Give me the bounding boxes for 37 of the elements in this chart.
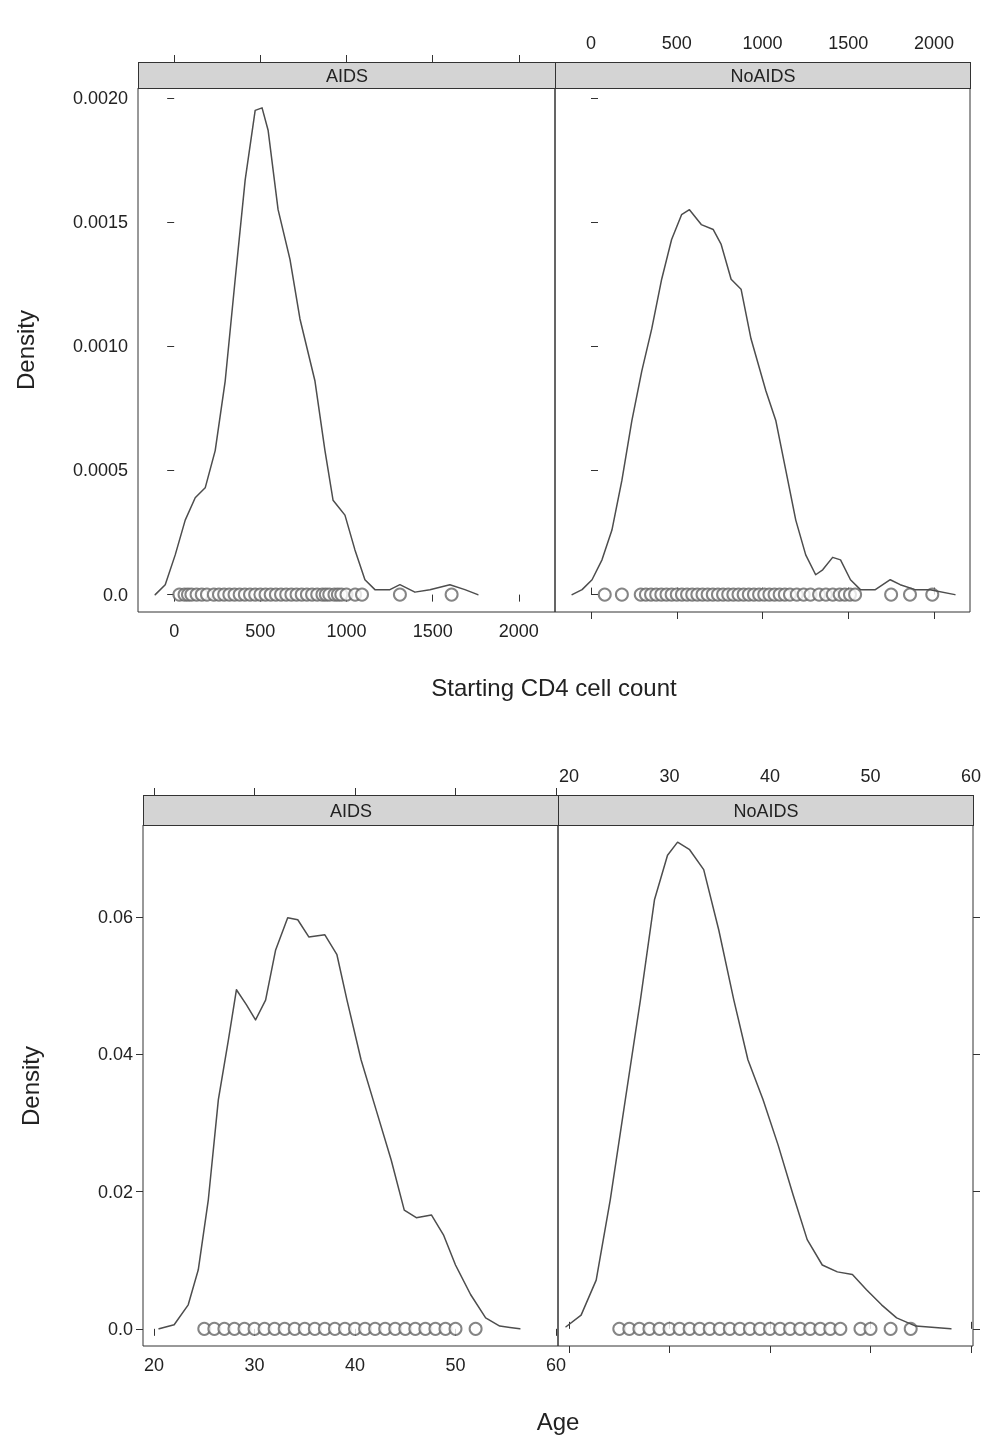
y-tick-label: 0.06 <box>97 906 133 927</box>
x-tick-label: 50 <box>445 1355 466 1375</box>
x-tick-label: 30 <box>659 766 680 786</box>
x-tick-label: 2000 <box>913 33 955 53</box>
x-tick-label: 30 <box>244 1355 265 1375</box>
y-axis-title: Density <box>12 309 40 391</box>
chart-title: NoAIDS <box>558 795 974 826</box>
chart-title: AIDS <box>143 795 559 826</box>
x-tick-label: 20 <box>559 766 580 786</box>
x-axis-title: Starting CD4 cell count <box>431 674 677 702</box>
x-tick-label: 60 <box>960 766 982 786</box>
x-tick-label: 60 <box>545 1355 567 1375</box>
y-tick-label: 0.0005 <box>72 460 128 481</box>
x-tick-label: 2000 <box>498 621 539 641</box>
y-tick-label: 0.04 <box>97 1044 133 1065</box>
y-tick-label: 0.0010 <box>72 336 128 357</box>
x-tick-label: 50 <box>860 766 881 786</box>
x-tick-label: 500 <box>245 621 276 641</box>
x-tick-label: 20 <box>144 1355 165 1375</box>
y-tick-label: 0.0 <box>102 584 128 605</box>
x-tick-label: 500 <box>661 33 692 53</box>
x-tick-label: 40 <box>760 766 781 786</box>
x-tick-label: 1500 <box>412 621 453 641</box>
y-tick-label: 0.0015 <box>72 212 128 233</box>
x-tick-label: 0 <box>586 33 597 53</box>
y-axis-title: Density <box>17 1045 45 1126</box>
x-tick-label: 1500 <box>828 33 869 53</box>
y-tick-label: 0.0020 <box>72 87 128 108</box>
x-axis-title: Age <box>536 1408 580 1436</box>
x-tick-label: 0 <box>169 621 180 641</box>
x-tick-label: 1000 <box>742 33 783 53</box>
x-tick-label: 1000 <box>326 621 367 641</box>
chart-title: NoAIDS <box>555 62 971 89</box>
chart-title: AIDS <box>138 62 556 89</box>
y-tick-label: 0.0 <box>107 1318 133 1339</box>
y-tick-label: 0.02 <box>97 1181 133 1202</box>
x-tick-label: 40 <box>345 1355 366 1375</box>
